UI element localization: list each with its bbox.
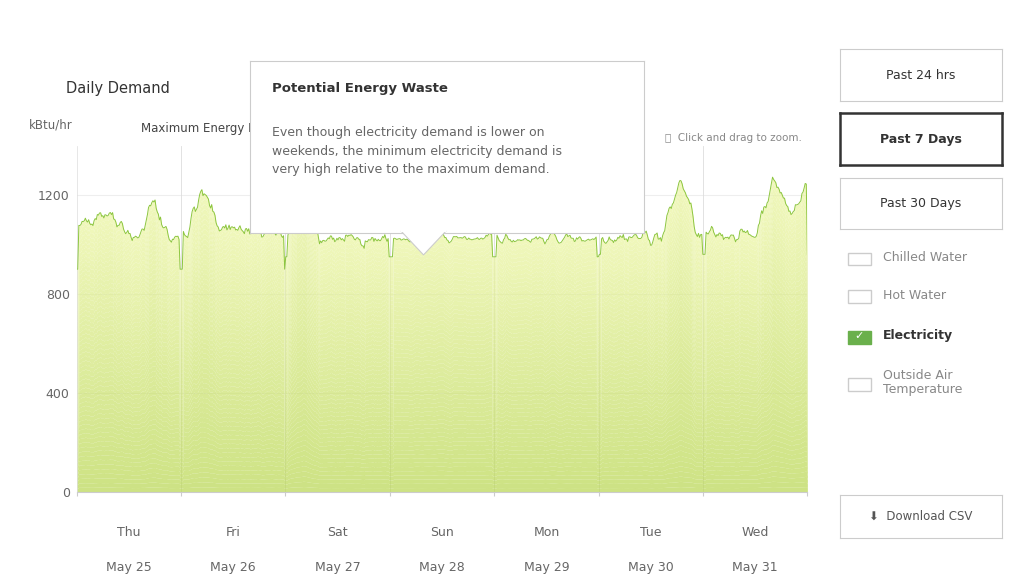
Text: May 25: May 25 — [106, 561, 151, 574]
Text: Thu: Thu — [118, 527, 141, 540]
Text: May 26: May 26 — [211, 561, 257, 574]
Text: May 30: May 30 — [628, 561, 673, 574]
Text: May 27: May 27 — [315, 561, 361, 574]
Text: May 28: May 28 — [419, 561, 465, 574]
Text: ⬇  Download CSV: ⬇ Download CSV — [869, 510, 973, 523]
Text: Hot Water: Hot Water — [883, 289, 946, 301]
Text: Sat: Sat — [327, 527, 347, 540]
Text: Temperature: Temperature — [883, 384, 963, 396]
Text: Even though electricity demand is lower on
weekends, the minimum electricity dem: Even though electricity demand is lower … — [272, 126, 562, 176]
Text: Sun: Sun — [430, 527, 454, 540]
Text: Past 24 hrs: Past 24 hrs — [886, 69, 956, 81]
Text: Outside Air: Outside Air — [883, 370, 953, 382]
Text: Electricity: Electricity — [883, 329, 954, 342]
Text: May 29: May 29 — [523, 561, 569, 574]
Text: Daily Demand: Daily Demand — [66, 81, 171, 96]
Text: Baseline Energy Demand: Baseline Energy Demand — [453, 122, 602, 135]
Text: Mon: Mon — [533, 527, 559, 540]
Text: Fri: Fri — [226, 527, 240, 540]
Text: Chilled Water: Chilled Water — [883, 251, 967, 264]
Text: 🔍  Click and drag to zoom.: 🔍 Click and drag to zoom. — [665, 133, 802, 143]
Text: Potential Energy Waste: Potential Energy Waste — [272, 81, 448, 95]
Text: Maximum Energy Demand: Maximum Energy Demand — [141, 122, 298, 135]
Text: May 31: May 31 — [733, 561, 778, 574]
Text: kBtu/hr: kBtu/hr — [30, 119, 73, 132]
Text: ✓: ✓ — [854, 331, 865, 342]
Text: Past 30 Days: Past 30 Days — [880, 197, 962, 210]
Text: Wed: Wed — [742, 527, 769, 540]
Text: Past 7 Days: Past 7 Days — [880, 133, 962, 146]
Text: Tue: Tue — [640, 527, 661, 540]
